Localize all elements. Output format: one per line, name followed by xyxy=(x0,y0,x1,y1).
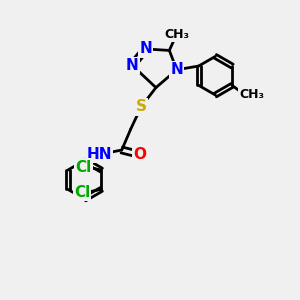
Text: N: N xyxy=(126,58,139,73)
Text: HN: HN xyxy=(87,147,112,162)
Text: O: O xyxy=(133,147,146,162)
Text: Cl: Cl xyxy=(74,185,90,200)
Text: CH₃: CH₃ xyxy=(164,28,189,40)
Text: N: N xyxy=(139,41,152,56)
Text: S: S xyxy=(136,99,147,114)
Text: CH₃: CH₃ xyxy=(239,88,264,101)
Text: N: N xyxy=(170,62,183,77)
Text: Cl: Cl xyxy=(75,160,92,175)
